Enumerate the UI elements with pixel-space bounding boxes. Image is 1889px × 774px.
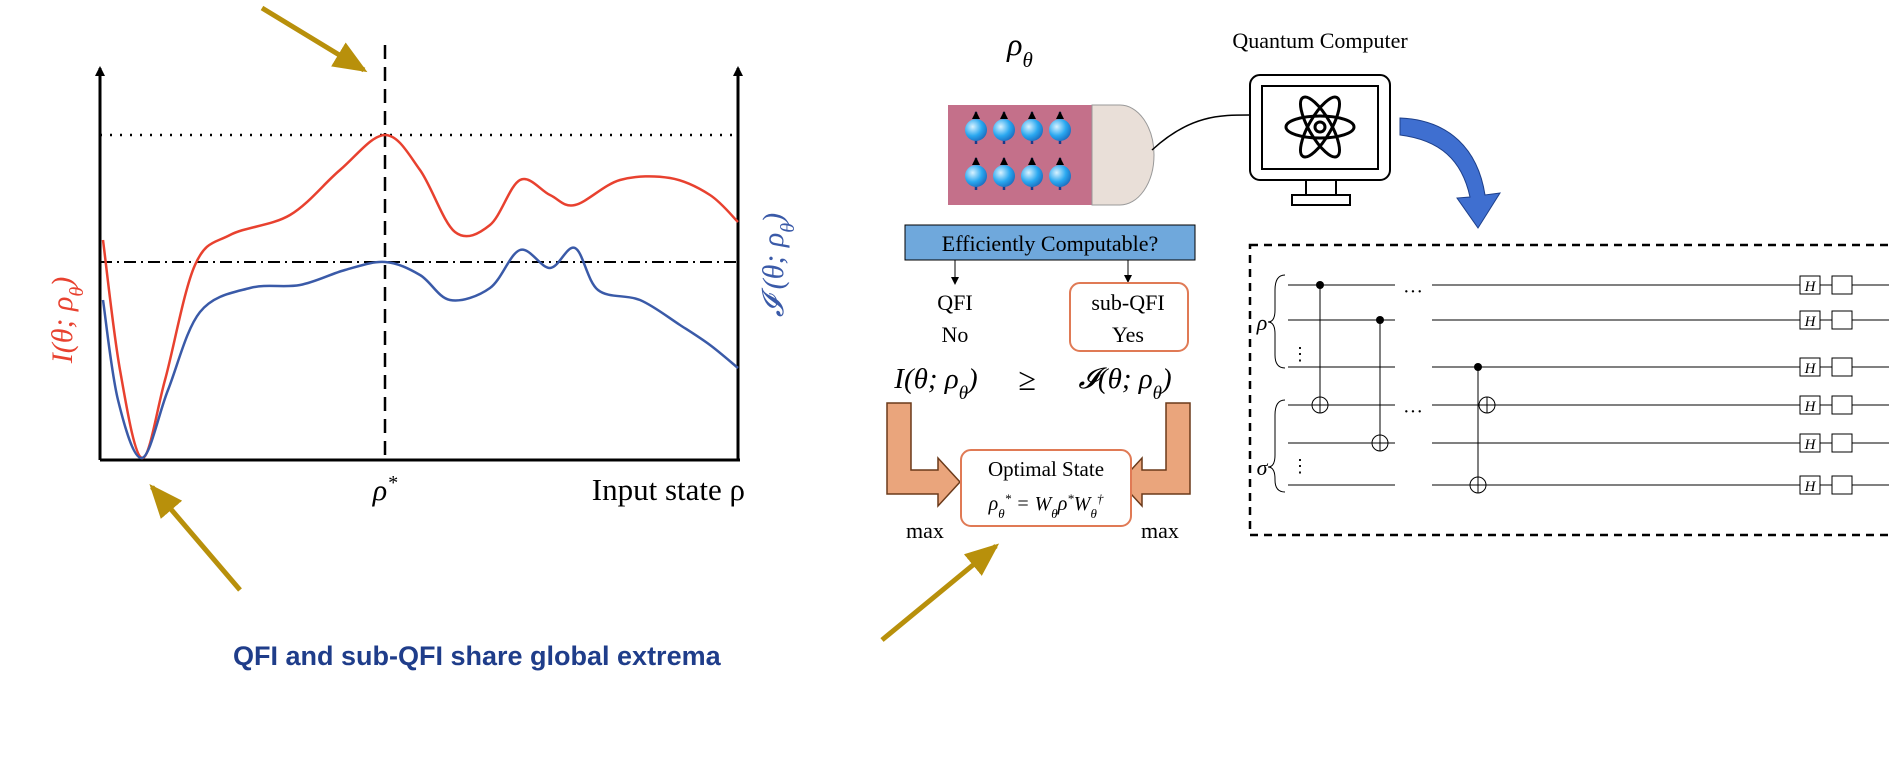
meter [1832, 276, 1852, 294]
left-name: QFI [937, 290, 972, 315]
gate-label: H [1804, 314, 1817, 330]
ellipsis: ··· [1403, 281, 1423, 303]
label-part: * [387, 472, 397, 494]
label-part: ) [757, 213, 790, 225]
page: { "plot": { "y_label_left": ["I", "(θ; ρ… [0, 0, 1889, 774]
label-part: θ [1090, 506, 1097, 521]
optimum-label: ρ* [372, 472, 397, 507]
gate-label: H [1804, 479, 1817, 495]
inequality-right: 𝓘(θ; ρθ) [1078, 363, 1171, 404]
meter [1832, 396, 1852, 414]
label-part: θ [1153, 383, 1162, 404]
pointer-arrow [262, 8, 364, 70]
meter [1832, 476, 1852, 494]
label-part: ) [1160, 363, 1172, 395]
label-part: † [1097, 491, 1104, 506]
gate-label: H [1804, 437, 1817, 453]
detector [1092, 105, 1154, 205]
right-name: sub-QFI [1091, 290, 1164, 315]
control [1316, 281, 1324, 289]
qubit [993, 119, 1015, 141]
pointer-arrow [152, 487, 240, 590]
inequality-sign: ≥ [1018, 361, 1036, 397]
meter [1832, 434, 1852, 452]
circuit: ρ σ ⋮ ⋮ ··· ··· H H H H H H [1250, 245, 1889, 535]
gate-label: H [1804, 361, 1817, 377]
ellipsis: ··· [1403, 401, 1423, 423]
plot: I(θ; ρθ) 𝓘 (θ; ρθ) ρ* Input state ρ [46, 45, 799, 507]
label-part: = W [1011, 493, 1053, 515]
right-answer: Yes [1112, 322, 1144, 347]
max-label: max [1141, 518, 1179, 543]
screen [1262, 86, 1378, 169]
computer-label: Quantum Computer [1232, 28, 1408, 53]
stand [1306, 180, 1336, 195]
qubit [1049, 165, 1071, 187]
pointer-arrow [882, 546, 996, 640]
vertical-dots: ⋮ [1291, 456, 1309, 476]
label-part: θ [998, 506, 1005, 521]
qubit [1021, 165, 1043, 187]
meter [1832, 311, 1852, 329]
meter [1832, 358, 1852, 376]
qubit [1021, 119, 1043, 141]
label-part: ρ [1057, 493, 1068, 515]
state-label: ρθ [1006, 26, 1033, 72]
y-label-right: 𝓘 (θ; ρθ) [757, 213, 799, 317]
inequality-left: I(θ; ρθ) [893, 363, 977, 404]
label-part: ρ [1006, 26, 1022, 62]
y-label-left: I(θ; ρθ) [46, 277, 88, 364]
control [1474, 363, 1482, 371]
gate-label: H [1804, 279, 1817, 295]
max-arrow [887, 403, 960, 506]
label-part: ρ [988, 493, 999, 515]
brace [1268, 275, 1285, 368]
label-part: θ [66, 287, 88, 297]
label-part: ) [46, 277, 79, 289]
qubit-register [948, 105, 1093, 205]
caption: QFI and sub-QFI share global extrema [233, 641, 722, 671]
control [1376, 316, 1384, 324]
circuit-frame [1250, 245, 1889, 535]
label-part: 𝓘(θ; ρ [1078, 363, 1152, 395]
max-label: max [906, 518, 944, 543]
label-part: (θ; ρ [757, 233, 790, 297]
brace [1268, 400, 1285, 492]
label-part: θ [1023, 48, 1033, 72]
figure: I(θ; ρθ) 𝓘 (θ; ρθ) ρ* Input state ρ QFI … [0, 0, 1889, 774]
label-part: ) [966, 363, 978, 395]
setup: ρθ Quantum Computer [948, 26, 1500, 228]
flow-arrow [1400, 118, 1500, 228]
label-part: ρ [372, 474, 387, 507]
label-part: (θ; ρ [46, 297, 79, 354]
optimal-title: Optimal State [988, 457, 1104, 481]
gate-label: H [1804, 399, 1817, 415]
qubit [1049, 119, 1071, 141]
qubit [965, 165, 987, 187]
vertical-dots: ⋮ [1291, 344, 1309, 364]
label-part: θ [959, 383, 968, 404]
x-label: Input state ρ [592, 472, 745, 507]
connection [1152, 115, 1250, 150]
left-answer: No [942, 322, 969, 347]
question: Efficiently Computable? [942, 231, 1158, 256]
sub-qfi-curve [103, 248, 738, 458]
base [1292, 195, 1350, 205]
flow: Efficiently Computable? QFI No sub-QFI Y… [887, 225, 1195, 543]
rho-label: ρ [1256, 310, 1268, 335]
qfi-curve [103, 135, 738, 458]
sigma-label: σ [1257, 455, 1269, 480]
label-part: I(θ; ρ [893, 363, 958, 395]
qubit [993, 165, 1015, 187]
qubit [965, 119, 987, 141]
label-part: θ [777, 223, 799, 233]
